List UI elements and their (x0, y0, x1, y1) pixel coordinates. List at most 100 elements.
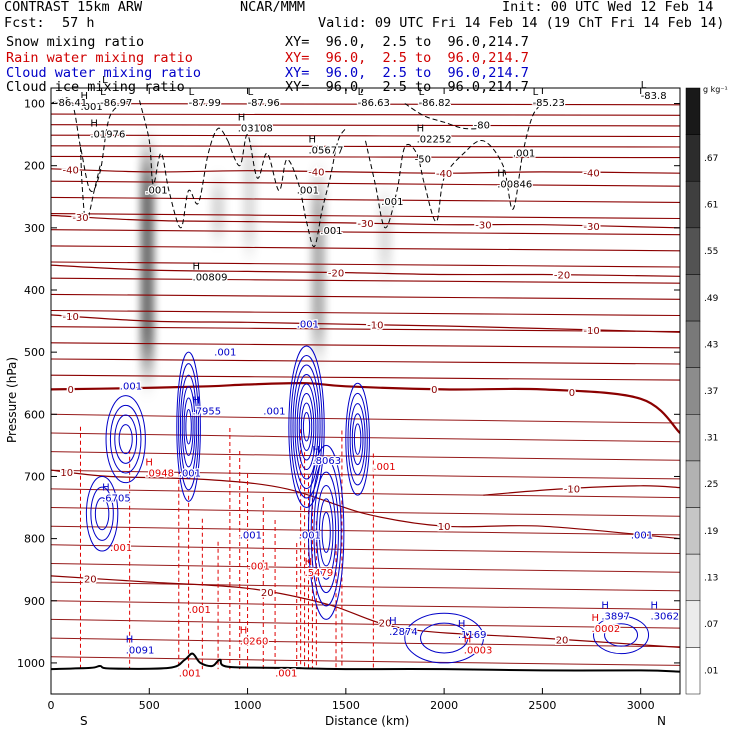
rain-label-value-2: .0260 (240, 636, 269, 647)
isotherm-label-1-3: -30 (583, 222, 599, 233)
low-isotherm (51, 413, 680, 424)
cloud-water-ring-1-3 (181, 386, 196, 468)
y-tick-label: 900 (24, 595, 45, 608)
x-tick-label: 2000 (430, 699, 458, 712)
ice-contour-4 (365, 103, 543, 229)
low-isotherm (51, 544, 680, 554)
isotherm-4 (51, 382, 680, 434)
rain-label-kind-3: H (592, 613, 600, 624)
cloud-water-label-value-9: .001 (297, 319, 319, 330)
isotherm-label-2-0: -20 (328, 268, 344, 279)
isotherm-label-0-1: -40 (308, 168, 324, 179)
x-tick-label: 3000 (627, 699, 655, 712)
cloud-water-ring-0-1 (109, 404, 142, 474)
ice-label-kind-4: L (248, 87, 254, 98)
ice-label-value-17: .001 (297, 186, 319, 197)
isotherm-label-7-2: 20 (379, 619, 392, 630)
ice-label-value-21: -50 (415, 155, 431, 166)
ice-label-kind-10: H (90, 119, 98, 130)
cloud-water-ring-4-1 (90, 486, 114, 541)
ice-contour-5 (404, 103, 484, 130)
ice-column-2 (211, 178, 226, 241)
ice-label-value-18: .001 (320, 226, 342, 237)
y-tick-label: 300 (24, 222, 45, 235)
rain-label-value-3: .0002 (592, 624, 621, 635)
ice-label-kind-5: L (358, 87, 364, 98)
isotherm-label-6-0: 10 (60, 468, 73, 479)
isotherm-label-5-0: -10 (564, 485, 580, 496)
colorbar-segment (685, 600, 701, 648)
temperature-isotherms (51, 102, 680, 666)
legend-cloud-water-name: Cloud water mixing ratio (6, 65, 202, 81)
ice-label-kind-2: L (100, 87, 106, 98)
rain-label-kind-4: H (464, 635, 472, 646)
cloud-water-label-value-10: .001 (263, 406, 285, 417)
isotherm-7 (51, 575, 680, 648)
colorbar-segment (685, 367, 701, 415)
cloud-water-label-value-13: .001 (299, 531, 321, 542)
colorbar-segment (685, 227, 701, 275)
colorbar-tick-label: .07 (704, 620, 718, 630)
isotherm-label-6-1: 10 (438, 522, 451, 533)
ice-label-value-6: -86.82 (419, 98, 451, 109)
cloud-water-label-kind-4: H (458, 619, 466, 630)
cloud-ice-contours (51, 97, 543, 248)
cloud-water-label-kind-2: H (102, 482, 110, 493)
legend-cloud-ice-name: Cloud ice mixing ratio (6, 79, 185, 95)
ice-column-0 (140, 134, 155, 390)
low-isotherm (51, 637, 680, 648)
isotherm-label-2-1: -20 (554, 271, 570, 282)
ice-label-kind-3: L (189, 87, 195, 98)
colorbar: .01 .07 .13 .19 .25 .31 .37 .43 .49 .55 .61 .67 g kg… (685, 85, 728, 695)
ice-label-value-10: .01976 (90, 130, 125, 141)
mid-isotherm (51, 309, 680, 317)
cloud-water-label-kind-0: H (193, 395, 201, 406)
init-time: Init: 00 UTC Wed 12 Feb 14 (502, 0, 714, 15)
mid-isotherm (51, 261, 680, 268)
isotherm-label-7-3: 20 (556, 635, 569, 646)
ice-label-kind-11: H (238, 113, 246, 124)
ice-label-value-12: .05677 (308, 145, 343, 156)
isotherm-2 (51, 264, 680, 277)
cloud-water-label-value-0: .7955 (193, 406, 222, 417)
cloud-water-label-value-7: .001 (120, 381, 142, 392)
cloud-water-label-value-6: .3062 (651, 611, 680, 622)
cloud-water-ring-3-4 (353, 423, 362, 455)
cloud-water-ring-3-1 (347, 392, 368, 486)
ice-column-4 (378, 190, 393, 278)
contour-labels: -40 -40 -40 -40 -30 -30 -30 -30 -20 -20 -10 -10 -10 0… (54, 75, 681, 681)
legend-rain-name: Rain water mixing ratio (6, 50, 193, 66)
ice-label-value-11: .03108 (238, 124, 273, 135)
y-tick-label: 100 (24, 98, 45, 111)
cloud-water-ring-4-0 (85, 475, 119, 552)
mid-isotherm (51, 180, 680, 187)
cloud-water-ring-5-5 (321, 511, 331, 553)
mid-isotherm (51, 229, 680, 236)
cloud-water-ring-3-0 (345, 382, 370, 496)
axes: 0 500 1000 1500 2000 2500 30001002003004005006… (17, 88, 680, 712)
colorbar-unit: g kg⁻¹ (703, 85, 728, 94)
ice-label-value-19: .001 (513, 148, 535, 159)
ice-label-kind-15: H (193, 262, 201, 273)
upper-isotherm (51, 145, 680, 148)
cloud-water-label-value-11: .001 (179, 468, 201, 479)
y-tick-label: 1000 (17, 657, 45, 670)
mid-isotherm (51, 342, 680, 349)
ice-label-kind-7: L (533, 87, 539, 98)
colorbar-segment (685, 180, 701, 229)
rain-label-value-1: .5479 (305, 568, 334, 579)
forecast-hours: 57 h (62, 15, 95, 31)
isotherm-label-4-2: 0 (569, 388, 575, 399)
isotherm-label-1-1: -30 (357, 219, 373, 230)
rain-label-value-4: .0003 (464, 646, 493, 657)
isotherm-label-3-2: -10 (583, 326, 599, 337)
isotherm-label-0-2: -40 (436, 169, 452, 180)
ice-label-kind-14: H (497, 168, 505, 179)
low-isotherm (51, 600, 680, 610)
cloud-water-label-value-4: .1169 (458, 630, 487, 641)
terrain-line (51, 652, 680, 673)
upper-isotherm (51, 134, 680, 138)
cloud-water-label-kind-3: H (389, 616, 397, 627)
colorbar-segment (685, 414, 701, 462)
isotherm-label-3-1: -10 (367, 321, 383, 332)
